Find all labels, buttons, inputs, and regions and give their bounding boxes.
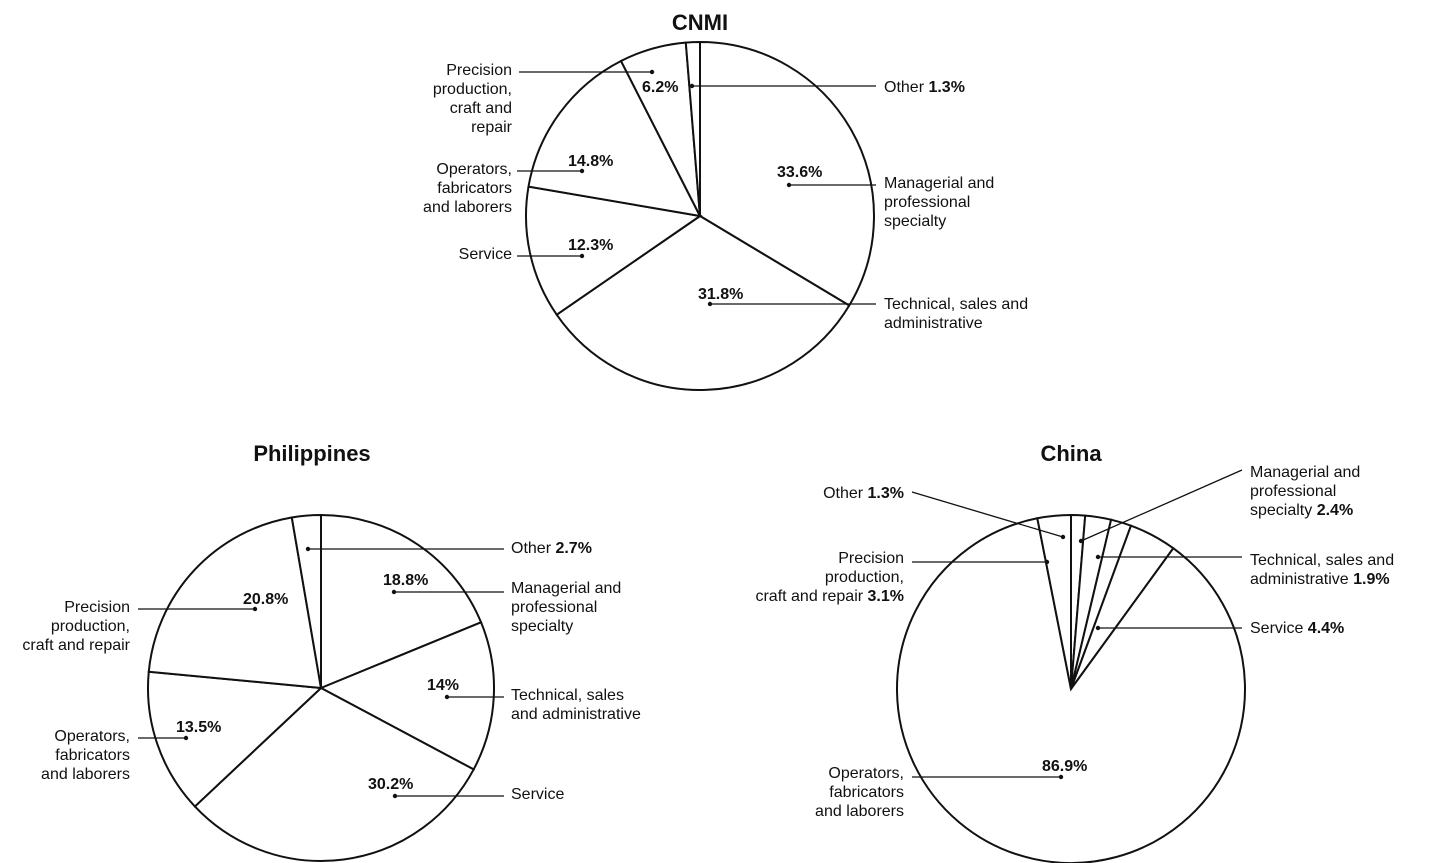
slice-value-label: 12.3% xyxy=(568,237,613,254)
slice-value-label: 20.8% xyxy=(243,591,288,608)
pie-slice-operators-fabricators-and-laborers xyxy=(147,670,324,808)
pie-slice-technical-sales-and-administrative xyxy=(555,214,851,391)
leader-line xyxy=(1080,469,1243,542)
pie-slice-operators-fabricators-and-laborers xyxy=(527,59,702,218)
slice-category-label: Other 1.3% xyxy=(884,79,965,96)
slice-category-label: Precision production, craft and repair xyxy=(433,62,513,136)
leader-dot xyxy=(305,546,311,552)
leader-dot xyxy=(786,182,792,188)
slice-category-label: Service 4.4% xyxy=(1250,620,1344,637)
leader-dot xyxy=(579,253,585,259)
slice-value-label: 3.1% xyxy=(863,588,904,605)
pie-slice-service xyxy=(525,185,703,317)
slice-category-label: Operators, fabricators and laborers xyxy=(423,161,512,216)
slice-category-label: Technical, sales and administrative xyxy=(884,296,1028,332)
leader-dot xyxy=(392,793,398,799)
slice-category-label: Other 1.3% xyxy=(823,485,904,502)
slice-category-label: Service xyxy=(511,786,564,803)
slice-category-label: Precision production, craft and repair xyxy=(22,599,130,654)
pie-chart-philippines: Philippines 18.8% Managerial and profession… xyxy=(22,441,641,862)
slice-value-label: 31.8% xyxy=(698,286,743,303)
slice-category-label: Managerial and professional specialty xyxy=(511,580,621,635)
leader-dot xyxy=(252,606,258,612)
pie-slice-other xyxy=(290,513,322,689)
slice-value-label: 18.8% xyxy=(383,572,428,589)
leader-dot xyxy=(579,168,585,174)
slice-value-label: 14% xyxy=(427,677,459,694)
slice-value-label: 2.7% xyxy=(551,540,592,557)
slice-category-label: Technical, sales and administrative xyxy=(511,687,641,723)
chart-title: Philippines xyxy=(253,441,370,466)
slice-category-label: Precision production, craft and repair 3.1… xyxy=(755,550,904,605)
slice-category-label: Operators, fabricators and laborers xyxy=(41,728,130,783)
pie-chart-china: China Managerial and professional specialty… xyxy=(755,441,1394,863)
pie-slice-precision-production-craft-and-repair xyxy=(1036,513,1072,690)
leader-dot xyxy=(391,589,397,595)
slice-category-label: Technical, sales and administrative 1.9% xyxy=(1250,552,1394,588)
slice-value-label: 2.4% xyxy=(1312,502,1353,519)
slice-value-label: 1.3% xyxy=(863,485,904,502)
slice-value-label: 33.6% xyxy=(777,164,822,181)
slice-value-label: 14.8% xyxy=(568,153,613,170)
slice-category-label: Operators, fabricators and laborers xyxy=(815,765,904,820)
leader-dot xyxy=(1095,554,1101,560)
slice-value-label: 13.5% xyxy=(176,719,221,736)
leader-dot xyxy=(1095,625,1101,631)
pie-chart-cnmi: CNMI 33.6% Managerial and professional speci… xyxy=(423,10,1028,391)
leader-dot xyxy=(1060,534,1066,540)
slice-category-label: Managerial and professional specialty xyxy=(884,175,994,230)
leader-dot xyxy=(649,69,655,75)
slice-category-label: Managerial and professional specialty 2.4% xyxy=(1250,464,1360,519)
slice-value-label: 30.2% xyxy=(368,776,413,793)
leader-dot xyxy=(1058,774,1064,780)
pie-slice-precision-production-craft-and-repair xyxy=(147,516,323,690)
slice-category-label: Other 2.7% xyxy=(511,540,592,557)
chart-title: CNMI xyxy=(672,10,728,35)
slice-category-label: Service xyxy=(459,246,512,263)
leader-dot xyxy=(1078,538,1084,544)
slice-value-label: 1.9% xyxy=(1349,571,1390,588)
pie-slice-managerial-and-professional-specialty xyxy=(699,40,875,307)
leader-dot xyxy=(183,735,189,741)
slice-value-label: 6.2% xyxy=(642,79,678,96)
pie-slice-service xyxy=(193,686,475,862)
slice-value-label: 86.9% xyxy=(1042,758,1087,775)
leader-line xyxy=(911,491,1064,538)
leader-dot xyxy=(707,301,713,307)
leader-dot xyxy=(1044,559,1050,565)
leader-dot xyxy=(689,83,695,89)
pie-slice-managerial-and-professional-specialty xyxy=(320,513,483,690)
slice-value-label: 1.3% xyxy=(924,79,965,96)
chart-title: China xyxy=(1040,441,1102,466)
leader-dot xyxy=(444,694,450,700)
slice-value-label: 4.4% xyxy=(1303,620,1344,637)
